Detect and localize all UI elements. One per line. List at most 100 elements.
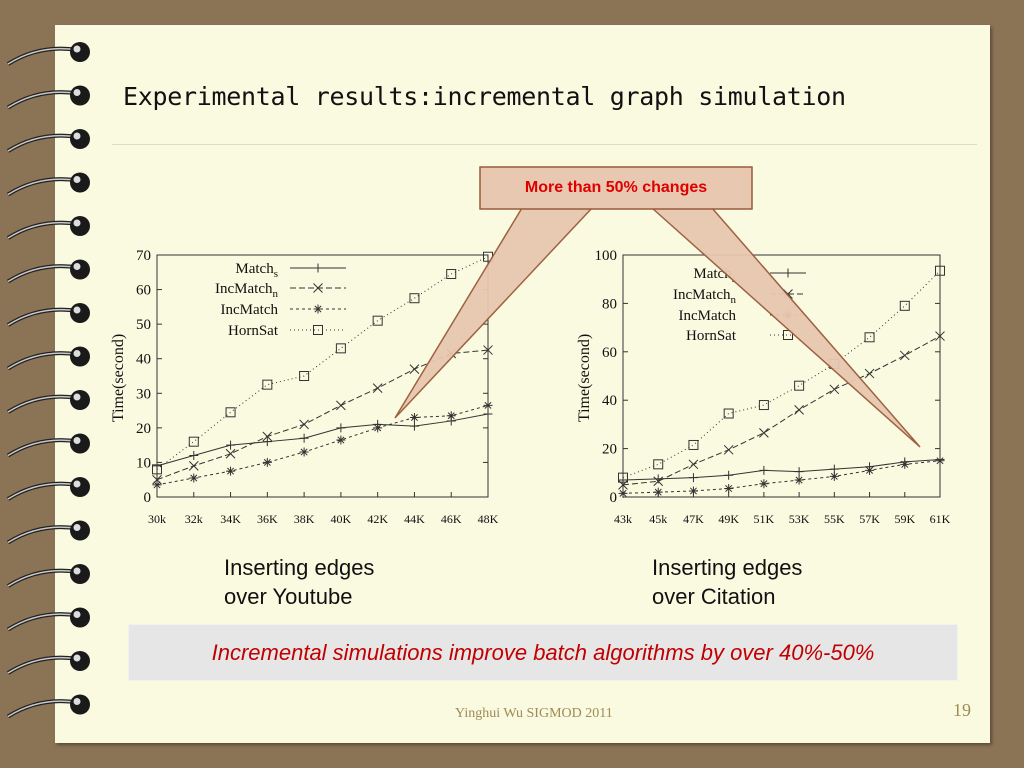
x-tick-label: 59K: [894, 512, 915, 526]
data-point: [899, 350, 910, 361]
summary-text: Incremental simulations improve batch al…: [211, 639, 875, 665]
series-0: [152, 409, 493, 471]
series-2: [618, 456, 945, 498]
caption-citation: Inserting edges over Citation: [652, 553, 802, 611]
plot-frame: [622, 254, 941, 498]
x-tick-label: 32k: [185, 512, 203, 526]
chart-youtube: 0 10 20 30 40 50 60 70 30k 32k 34K 36K 38K 40K 42K 44K 4…: [110, 248, 499, 526]
data-point: [783, 330, 793, 340]
data-point: [723, 444, 734, 455]
series-1: [618, 331, 945, 490]
y-tick-label: 40: [602, 393, 617, 409]
spiral-ring: [6, 694, 90, 719]
data-point: [688, 473, 698, 483]
data-point: [794, 475, 804, 485]
x-tick-label: 42K: [367, 512, 388, 526]
data-point: [262, 379, 273, 390]
spiral-ring: [6, 651, 90, 675]
x-tick-label: 61K: [930, 512, 951, 526]
footer-text: Yinghui Wu SIGMOD 2011: [455, 706, 613, 721]
spiral-ring: [6, 42, 90, 66]
data-point: [900, 459, 910, 469]
data-point: [152, 474, 162, 485]
y-tick-label: 80: [602, 296, 617, 312]
caption-youtube: Inserting edges over Youtube: [224, 553, 374, 611]
x-tick-label: 46K: [441, 512, 462, 526]
data-point: [299, 447, 309, 457]
spiral-ring: [6, 433, 90, 458]
x-tick-label: 45k: [649, 512, 667, 526]
y-tick-label: 40: [136, 352, 151, 368]
y-tick-label: 0: [144, 490, 152, 506]
data-point: [618, 488, 628, 498]
legend-label: IncMatchn: [215, 281, 278, 300]
series-line: [156, 413, 489, 467]
x-tick-label: 48K: [478, 512, 499, 526]
data-point: [188, 461, 199, 471]
data-point: [409, 364, 420, 374]
data-point: [618, 475, 628, 485]
data-point: [935, 331, 945, 341]
data-point: [189, 451, 199, 461]
y-tick-label: 50: [136, 317, 151, 333]
y-tick-label: 30: [136, 386, 151, 402]
data-point: [759, 479, 769, 489]
data-point: [446, 411, 456, 421]
series-line: [622, 458, 941, 481]
data-point: [723, 408, 734, 419]
spiral-ring: [6, 259, 90, 284]
data-point: [372, 383, 383, 393]
x-tick-label: 34K: [220, 512, 241, 526]
legend-label: IncMatchn: [673, 287, 736, 306]
data-point: [759, 465, 769, 475]
data-point: [724, 470, 734, 480]
spiral-ring: [6, 564, 90, 588]
data-point: [152, 480, 162, 490]
page-number: 19: [953, 700, 971, 720]
legend-label: IncMatch: [221, 302, 279, 318]
legend-label: IncMatch: [679, 308, 737, 324]
data-point: [794, 405, 804, 415]
data-point: [409, 421, 419, 431]
data-point: [483, 409, 493, 419]
y-tick-label: 60: [136, 283, 151, 299]
data-point: [724, 484, 734, 494]
spiral-ring: [6, 172, 90, 197]
y-tick-label: 60: [602, 345, 617, 361]
data-point: [618, 472, 628, 483]
series-line: [622, 335, 941, 486]
spiral-ring: [6, 85, 90, 110]
callout-arrows: [394, 166, 921, 448]
data-point: [313, 283, 323, 293]
data-point: [935, 265, 945, 276]
data-point: [829, 471, 839, 481]
x-tick-label: 44K: [404, 512, 425, 526]
y-tick-label: 0: [610, 490, 618, 506]
data-point: [262, 431, 273, 442]
legend-subscript: n: [273, 288, 279, 300]
data-point: [783, 268, 793, 278]
data-point: [313, 325, 323, 335]
x-tick-label: 40K: [331, 512, 352, 526]
data-point: [409, 293, 420, 304]
data-point: [864, 332, 875, 343]
spiral-ring: [6, 346, 90, 371]
data-point: [299, 371, 310, 381]
caption-citation-line2: over Citation: [652, 584, 776, 609]
x-tick-label: 43k: [614, 512, 632, 526]
data-point: [794, 380, 805, 391]
data-point: [483, 345, 493, 355]
data-point: [335, 343, 346, 354]
caption-citation-line1: Inserting edges: [652, 555, 803, 580]
spiral-ring: [6, 390, 90, 414]
caption-youtube-line2: over Youtube: [224, 584, 353, 609]
data-point: [225, 448, 236, 459]
x-tick-label: 36K: [257, 512, 278, 526]
data-point: [226, 466, 236, 476]
data-point: [336, 435, 346, 445]
series-3: [152, 251, 493, 475]
data-point: [688, 439, 699, 450]
data-point: [262, 457, 272, 467]
caption-youtube-line1: Inserting edges: [224, 555, 375, 580]
